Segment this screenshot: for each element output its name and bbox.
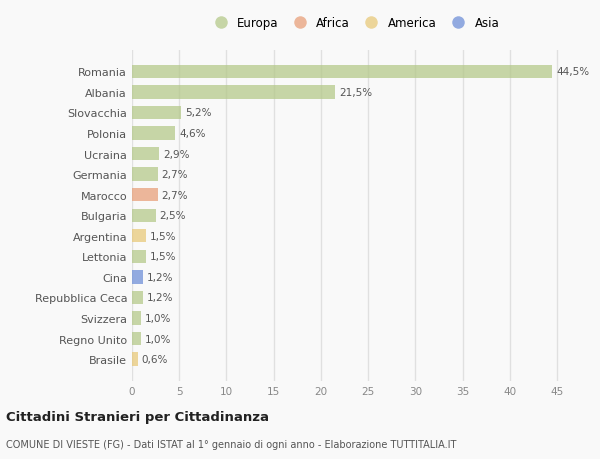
Bar xyxy=(132,168,158,181)
Legend: Europa, Africa, America, Asia: Europa, Africa, America, Asia xyxy=(205,13,503,34)
Bar xyxy=(132,86,335,99)
Text: 2,5%: 2,5% xyxy=(160,211,186,221)
Bar xyxy=(132,106,181,120)
Text: 4,6%: 4,6% xyxy=(179,129,206,139)
Text: Cittadini Stranieri per Cittadinanza: Cittadini Stranieri per Cittadinanza xyxy=(6,410,269,423)
Bar xyxy=(132,312,142,325)
Bar xyxy=(132,127,175,140)
Text: 1,5%: 1,5% xyxy=(150,231,176,241)
Text: 1,2%: 1,2% xyxy=(147,293,173,303)
Text: 1,5%: 1,5% xyxy=(150,252,176,262)
Text: 44,5%: 44,5% xyxy=(556,67,589,77)
Bar xyxy=(132,209,155,223)
Bar xyxy=(132,230,146,243)
Bar xyxy=(132,147,160,161)
Bar xyxy=(132,66,553,79)
Text: 2,7%: 2,7% xyxy=(161,170,188,180)
Text: 2,9%: 2,9% xyxy=(163,149,190,159)
Text: COMUNE DI VIESTE (FG) - Dati ISTAT al 1° gennaio di ogni anno - Elaborazione TUT: COMUNE DI VIESTE (FG) - Dati ISTAT al 1°… xyxy=(6,440,457,449)
Bar xyxy=(132,332,142,346)
Text: 1,2%: 1,2% xyxy=(147,272,173,282)
Text: 21,5%: 21,5% xyxy=(339,88,372,98)
Text: 1,0%: 1,0% xyxy=(145,334,172,344)
Text: 1,0%: 1,0% xyxy=(145,313,172,323)
Bar xyxy=(132,189,158,202)
Text: 2,7%: 2,7% xyxy=(161,190,188,200)
Text: 0,6%: 0,6% xyxy=(142,354,168,364)
Bar xyxy=(132,271,143,284)
Bar xyxy=(132,250,146,263)
Text: 5,2%: 5,2% xyxy=(185,108,211,118)
Bar xyxy=(132,291,143,304)
Bar xyxy=(132,353,137,366)
